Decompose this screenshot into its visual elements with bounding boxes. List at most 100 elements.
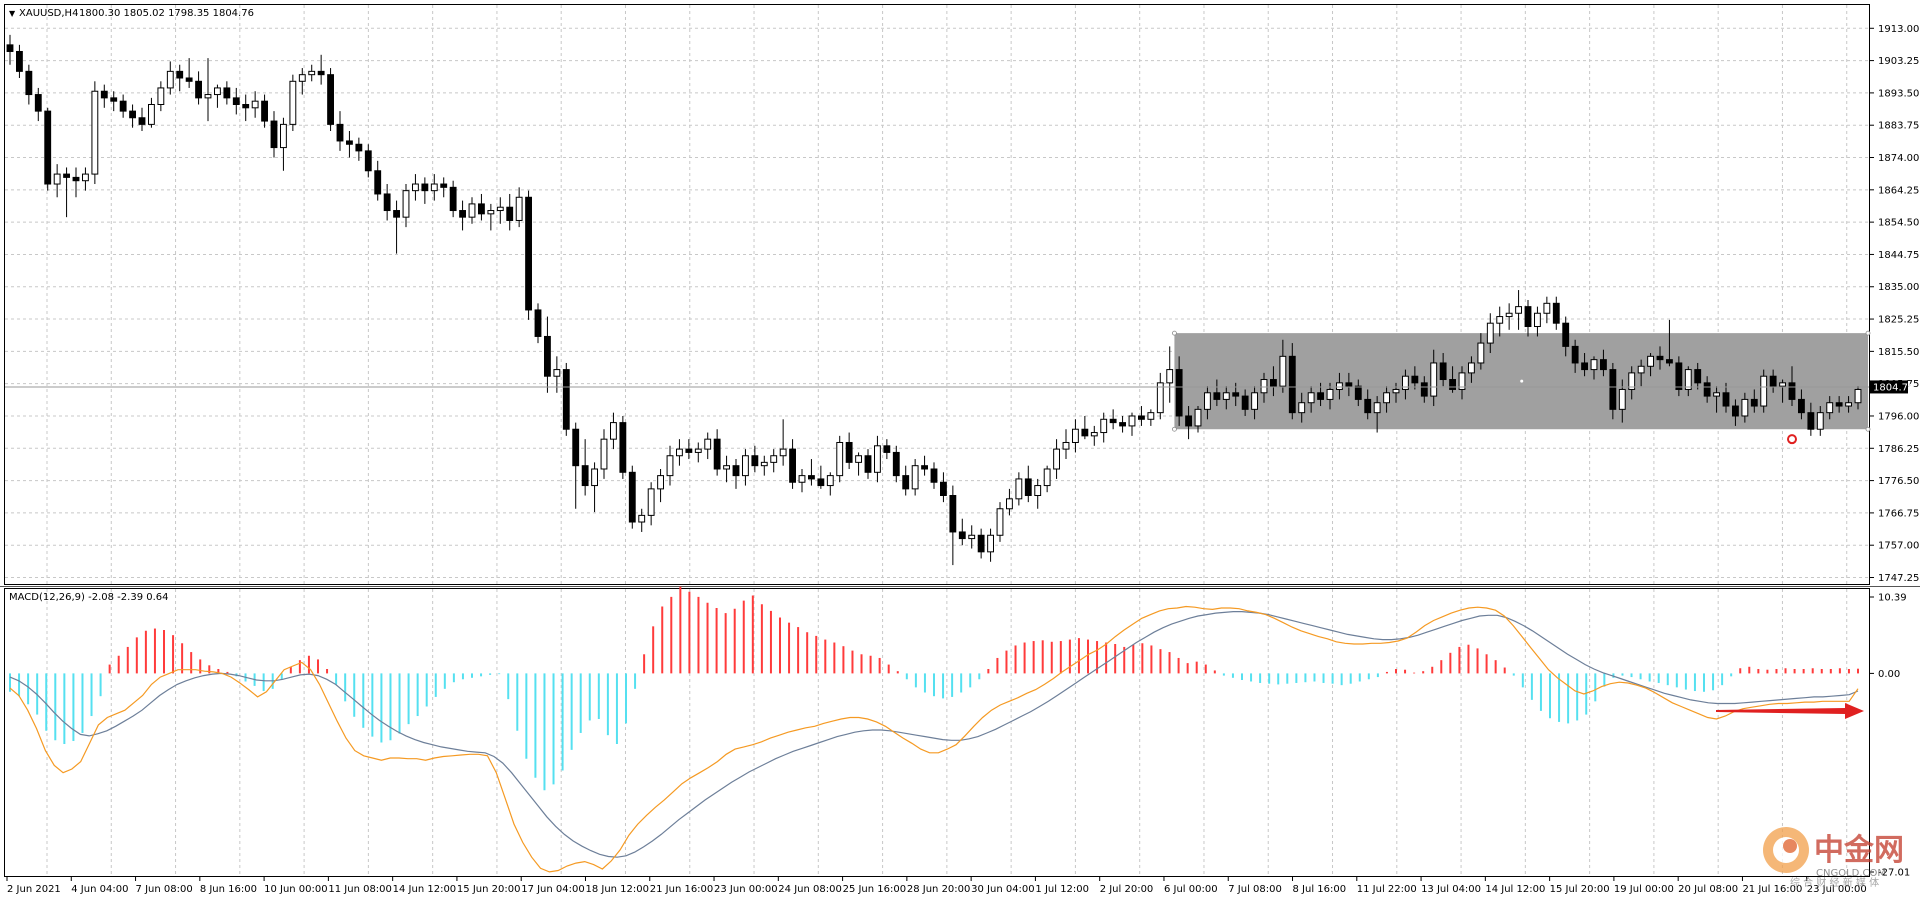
candle: [958, 518, 966, 546]
candle: [610, 412, 617, 450]
candle: [374, 160, 382, 201]
candle-body: [855, 455, 862, 463]
time-axis[interactable]: 2 Jun 2021 4 Jun 04:00 7 Jun 08:00 8 Jun 16…: [6, 876, 1867, 895]
candle: [148, 97, 155, 128]
candle-body: [82, 173, 89, 182]
box-handle[interactable]: [1865, 330, 1871, 336]
candle-body: [1430, 362, 1438, 397]
box-handle[interactable]: [1172, 426, 1177, 432]
candle-body: [1288, 355, 1296, 414]
candle: [1364, 389, 1372, 420]
candle: [317, 54, 325, 85]
candle: [383, 184, 391, 221]
candle-body: [874, 445, 881, 473]
candle: [157, 81, 165, 112]
time-tick-label: 7 Jul 08:00: [1228, 884, 1282, 895]
candle: [280, 117, 287, 171]
candle: [308, 64, 316, 82]
macd-line: [9, 605, 1859, 873]
candle: [1307, 386, 1315, 413]
candle-body: [1364, 398, 1372, 414]
candle-body: [940, 481, 947, 497]
candle-body: [25, 70, 33, 96]
time-tick-label: 8 Jun 16:00: [200, 884, 257, 895]
time-tick-label: 15 Jul 20:00: [1550, 884, 1610, 895]
candle-body: [742, 455, 749, 477]
candle: [911, 459, 919, 496]
candle-body: [1835, 402, 1843, 407]
price-tick-label: 1766.75: [1878, 508, 1919, 519]
candle-body: [1383, 392, 1390, 404]
candle-body: [647, 488, 655, 516]
candle-body: [628, 471, 636, 523]
box-handle[interactable]: [1865, 426, 1871, 432]
candle-body: [478, 203, 485, 215]
candle: [166, 61, 174, 95]
price-tick-label: 1883.75: [1878, 121, 1919, 132]
candle: [676, 439, 683, 466]
candle: [1213, 379, 1221, 407]
candle: [129, 104, 136, 128]
candle: [921, 455, 928, 476]
box-handle[interactable]: [1172, 330, 1177, 336]
candle-body: [789, 448, 796, 483]
candle: [1543, 296, 1551, 324]
candle: [647, 482, 655, 526]
candle: [855, 452, 862, 476]
candle-body: [826, 475, 834, 487]
candle: [430, 174, 438, 201]
candle: [1477, 333, 1485, 370]
candle-body: [1015, 478, 1023, 500]
candle-body: [600, 438, 608, 470]
trend-arrow-icon[interactable]: [1716, 703, 1864, 719]
candle-body: [732, 465, 740, 477]
candle-body: [770, 455, 778, 463]
candle: [525, 190, 532, 320]
candle-body: [544, 335, 551, 377]
macd-axis[interactable]: 10.39 0.00 -27.01: [1869, 593, 1910, 879]
candle: [1100, 412, 1108, 443]
symbol-icon: ▼: [9, 9, 16, 18]
candle: [25, 64, 33, 105]
candle: [1798, 389, 1805, 420]
candle: [478, 193, 485, 221]
candle: [798, 468, 806, 493]
candle-body: [1703, 382, 1711, 397]
box-center-handle[interactable]: [1520, 379, 1524, 383]
candle: [808, 459, 815, 486]
candle-body: [1684, 369, 1692, 390]
candle-body: [1241, 395, 1249, 410]
candle: [723, 455, 730, 483]
price-tick-label: 1893.50: [1878, 88, 1919, 99]
candle: [1270, 366, 1277, 397]
price-axis[interactable]: 1913.00 1903.25 1893.50 1883.75 1874.00 1864.…: [1869, 24, 1919, 584]
time-tick-label: 28 Jun 20:00: [907, 884, 971, 895]
candle-body: [1845, 402, 1852, 407]
candle: [336, 111, 344, 151]
candle-body: [355, 143, 363, 152]
candle: [883, 439, 891, 460]
candle: [506, 193, 514, 231]
candle: [459, 200, 466, 231]
candle-body: [242, 103, 250, 109]
candle-body: [1628, 372, 1636, 390]
price-tick-label: 1854.50: [1878, 218, 1919, 229]
candle-body: [1562, 322, 1570, 347]
current-price-badge: [1870, 380, 1908, 394]
candle-body: [883, 445, 891, 453]
marked-low-circle[interactable]: [1787, 434, 1797, 445]
candle-body: [1788, 382, 1796, 400]
candle-body: [1119, 422, 1126, 427]
candle: [185, 58, 193, 88]
candle: [1486, 313, 1494, 354]
candle: [1684, 366, 1692, 397]
candle: [751, 445, 759, 473]
candle-body: [1147, 412, 1155, 420]
candle: [496, 197, 504, 224]
candle: [1449, 366, 1456, 393]
candle-body: [53, 173, 61, 185]
macd-tick-label: -27.01: [1878, 868, 1910, 879]
candle: [1562, 316, 1570, 357]
candle-body: [713, 438, 721, 470]
